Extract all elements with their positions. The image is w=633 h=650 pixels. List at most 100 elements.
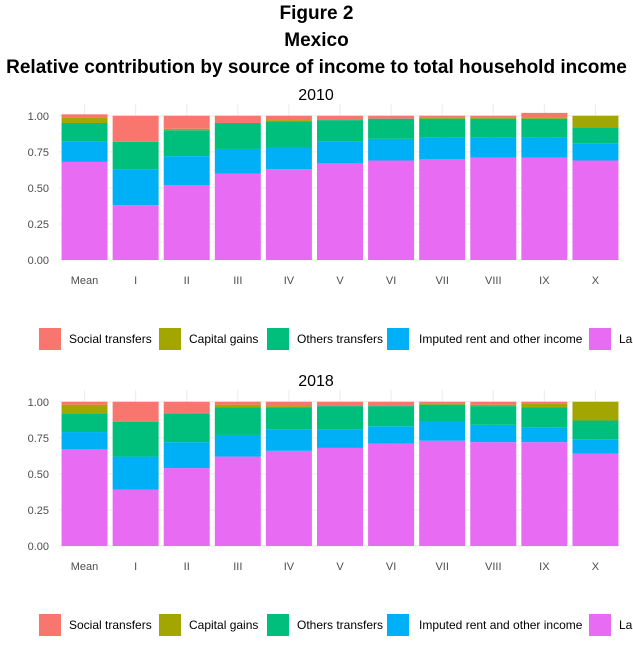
bar-segment-imputed-rent-and-other-income (112, 456, 159, 490)
legend-label: La (619, 618, 633, 632)
bar-segment-others-transfers (214, 122, 261, 149)
x-tick-label: VIII (485, 275, 502, 287)
bar-segment-others-transfers (470, 406, 517, 425)
y-tick-label: 1.00 (28, 397, 49, 409)
bar-segment-others-transfers (368, 406, 415, 427)
bar-segment-social-transfers (112, 115, 159, 142)
bar-segment-capital-gains (419, 117, 466, 119)
bar-segment-others-transfers (265, 407, 312, 430)
bar-segment-labour-income (521, 157, 568, 260)
bar-segment-others-transfers (419, 404, 466, 422)
bar-segment-imputed-rent-and-other-income (470, 137, 517, 158)
bar-segment-labour-income (317, 163, 363, 260)
bar-segment-labour-income (61, 449, 108, 546)
y-tick-label: 0.75 (28, 147, 49, 159)
x-tick-label: Mean (71, 275, 99, 287)
bar-segment-labour-income (163, 185, 210, 260)
legend-label: Capital gains (189, 332, 258, 346)
bar-segment-imputed-rent-and-other-income (368, 426, 415, 444)
bar-segment-social-transfers (368, 115, 415, 119)
y-tick-label: 0.50 (28, 469, 49, 481)
legend-label: Imputed rent and other income (419, 618, 583, 632)
legend-key (387, 328, 409, 350)
bar-segment-others-transfers (521, 407, 568, 428)
bar-segment-imputed-rent-and-other-income (572, 143, 619, 161)
figure-header: Figure 2 Mexico Relative contribution by… (0, 0, 633, 81)
bar-segment-others-transfers (112, 141, 159, 170)
bar-segment-imputed-rent-and-other-income (112, 169, 159, 206)
bar-segment-labour-income (521, 442, 568, 546)
bar-segment-others-transfers (419, 118, 466, 138)
y-tick-label: 0.25 (28, 219, 49, 231)
bar-segment-labour-income (470, 157, 517, 260)
bar-segment-labour-income (163, 468, 210, 546)
y-tick-label: 0.75 (28, 433, 49, 445)
bar-segment-capital-gains (214, 404, 261, 408)
legend-key (39, 328, 61, 350)
figure-label: Figure 2 (279, 3, 354, 24)
legend-key (159, 328, 181, 350)
bar-segment-imputed-rent-and-other-income (163, 156, 210, 185)
bar-segment-labour-income (61, 161, 108, 260)
bar-segment-imputed-rent-and-other-income (61, 432, 108, 450)
bar-segment-imputed-rent-and-other-income (572, 439, 619, 454)
bar-segment-imputed-rent-and-other-income (419, 421, 466, 441)
legend-key (267, 328, 289, 350)
panel-title: 2018 (298, 373, 334, 390)
x-tick-label: VII (435, 561, 448, 573)
bar-segment-imputed-rent-and-other-income (214, 434, 261, 457)
bar-segment-social-transfers (265, 115, 312, 121)
legend-key (387, 614, 409, 636)
y-tick-label: 0.00 (28, 255, 49, 267)
legend-key (39, 614, 61, 636)
bar-segment-imputed-rent-and-other-income (521, 427, 568, 443)
bar-segment-labour-income (368, 160, 415, 260)
bar-segment-capital-gains (163, 128, 210, 131)
bar-segment-labour-income (572, 453, 619, 546)
bar-segment-imputed-rent-and-other-income (265, 147, 312, 170)
bar-segment-others-transfers (317, 406, 363, 430)
bar-segment-imputed-rent-and-other-income (317, 429, 363, 448)
bar-segment-others-transfers (61, 413, 108, 433)
bar-segment-social-transfers (317, 115, 363, 121)
bar-segment-social-transfers (368, 401, 415, 407)
bar-segment-others-transfers (61, 122, 108, 142)
bar-segment-imputed-rent-and-other-income (368, 138, 415, 161)
legend-label: La (619, 332, 633, 346)
x-tick-label: X (592, 561, 600, 573)
bar-segment-labour-income (419, 440, 466, 546)
bar-segment-social-transfers (61, 401, 108, 405)
bar-segment-labour-income (572, 160, 619, 260)
y-tick-label: 1.00 (28, 111, 49, 123)
bar-segment-labour-income (112, 205, 159, 260)
bar-segment-social-transfers (470, 401, 517, 405)
bar-segment-others-transfers (572, 127, 619, 144)
x-tick-label: VI (386, 561, 396, 573)
bar-segment-others-transfers (470, 118, 517, 138)
bar-segment-others-transfers (368, 118, 415, 139)
x-tick-label: V (336, 561, 344, 573)
bar-segment-capital-gains (265, 406, 312, 408)
bar-segment-labour-income (470, 442, 517, 546)
figure-country: Mexico (284, 30, 349, 51)
bar-segment-capital-gains (61, 404, 108, 414)
bar-segment-imputed-rent-and-other-income (317, 141, 363, 164)
bar-segment-others-transfers (265, 121, 312, 148)
bar-segment-imputed-rent-and-other-income (419, 137, 466, 160)
legend-label: Imputed rent and other income (419, 332, 583, 346)
bar-segment-capital-gains (521, 117, 568, 119)
bar-segment-others-transfers (521, 118, 568, 138)
x-tick-label: IV (284, 275, 295, 287)
x-tick-label: IX (539, 275, 550, 287)
bar-segment-others-transfers (112, 421, 159, 457)
legend-key (267, 614, 289, 636)
bar-segment-capital-gains (419, 403, 466, 405)
x-tick-label: VIII (485, 561, 502, 573)
y-tick-label: 0.00 (28, 541, 49, 553)
bar-segment-labour-income (265, 450, 312, 546)
bar-segment-capital-gains (470, 404, 517, 407)
bar-segment-social-transfers (163, 401, 210, 414)
legend-label: Social transfers (69, 332, 152, 346)
x-tick-label: I (134, 275, 137, 287)
bar-segment-social-transfers (214, 401, 261, 405)
